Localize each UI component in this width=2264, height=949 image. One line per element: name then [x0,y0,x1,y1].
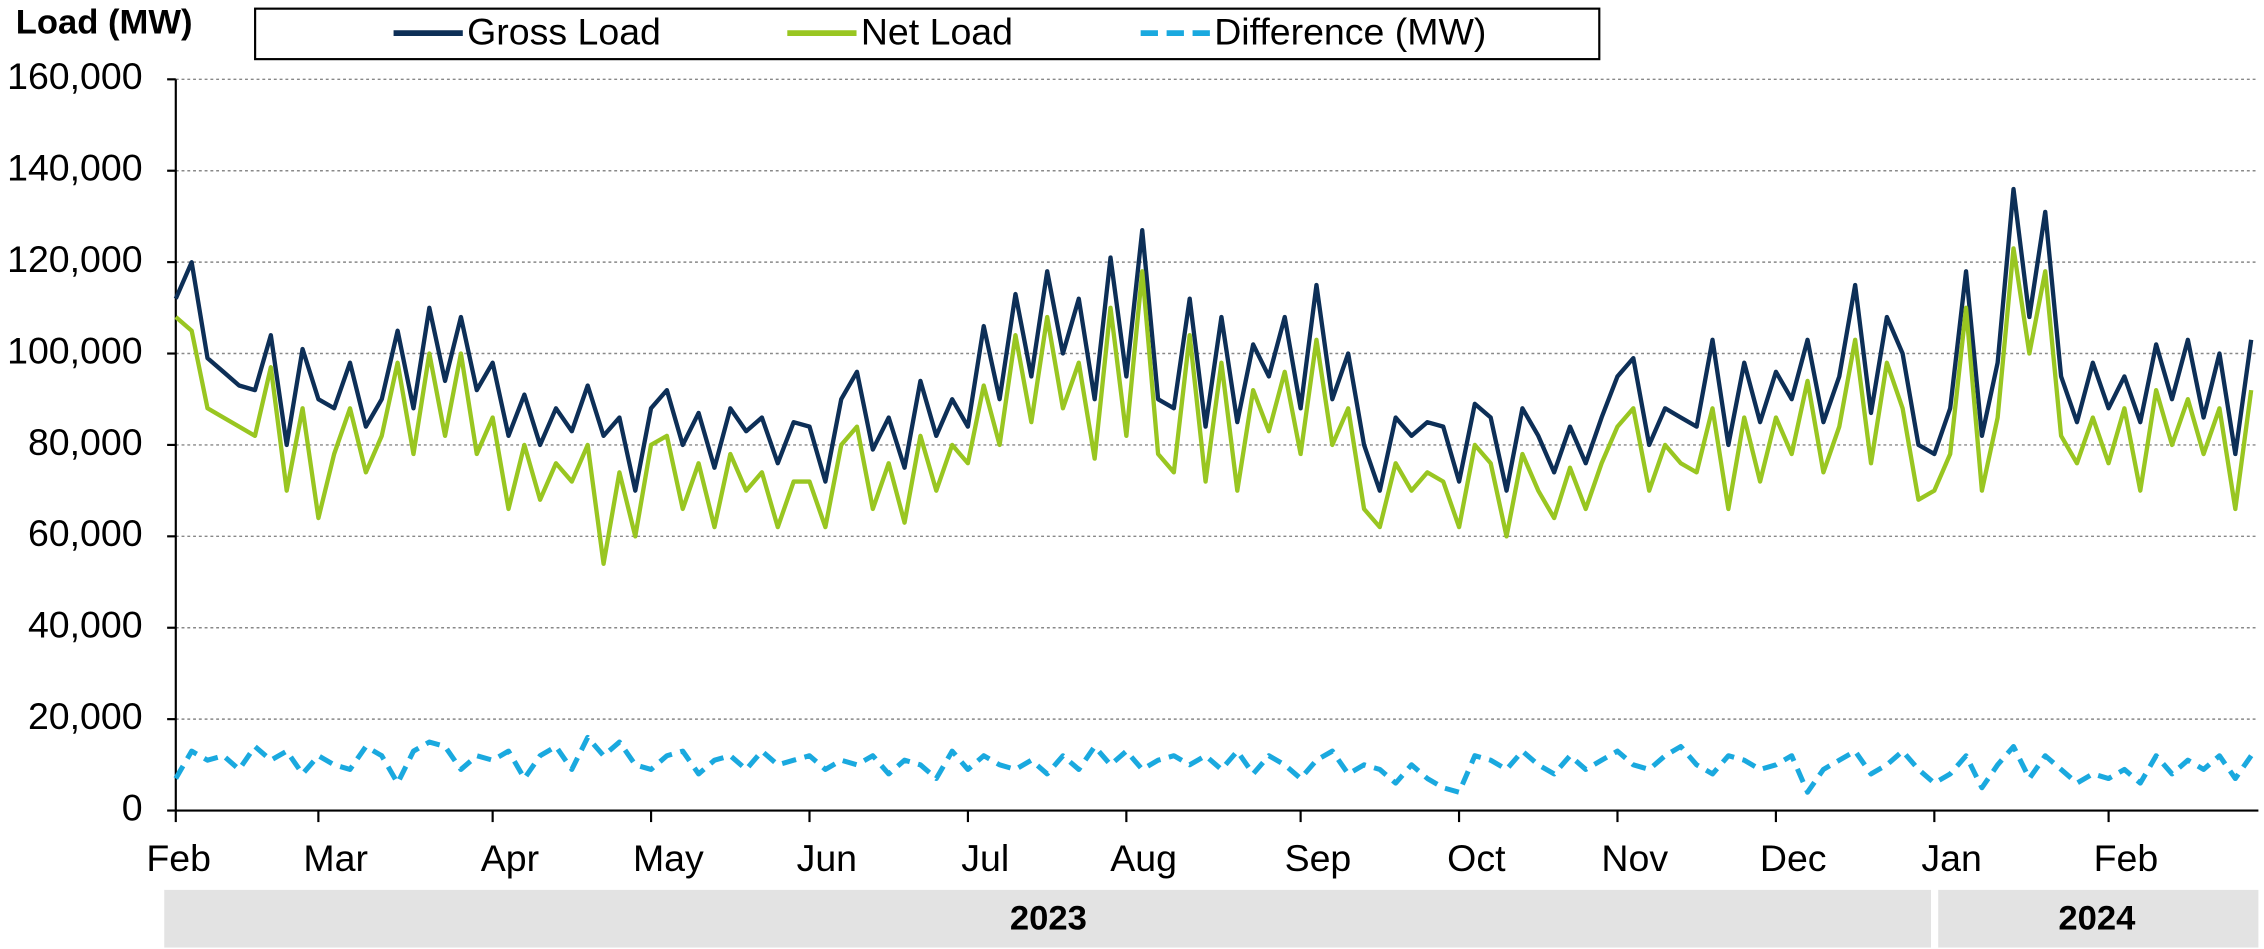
x-tick-label: May [633,837,704,879]
year-label: 2023 [1010,899,1087,937]
series-line [173,734,2254,795]
legend-label: Gross Load [467,11,661,53]
legend-box [254,7,1601,61]
year-label: 2024 [2058,899,2136,937]
y-axis-title: Load (MW) [16,4,193,42]
year-band [164,889,1932,948]
x-tick-label: Feb [146,837,211,879]
y-tick-label: 20,000 [28,695,143,737]
series-line [173,186,2254,493]
x-tick-label: Jul [961,837,1009,879]
y-tick-label: 0 [122,786,143,828]
y-tick-label: 100,000 [7,329,142,371]
legend-label: Net Load [861,11,1013,53]
x-tick-label: Mar [303,837,368,879]
x-tick-label: Nov [1601,837,1668,879]
y-tick-label: 40,000 [28,604,143,646]
x-tick-label: Apr [481,837,539,879]
y-tick-label: 140,000 [7,147,142,189]
x-tick-label: Oct [1447,837,1506,879]
legend-label: Difference (MW) [1214,11,1486,53]
y-tick-label: 80,000 [28,421,143,463]
x-tick-label: Dec [1760,837,1827,879]
y-tick-label: 60,000 [28,512,143,554]
y-tick-label: 160,000 [7,55,142,97]
year-band [1938,889,2259,948]
x-tick-label: Jun [797,837,857,879]
x-tick-label: Jan [1921,837,1981,879]
x-tick-label: Sep [1285,837,1352,879]
series-line [174,246,2254,566]
y-tick-label: 120,000 [7,238,142,280]
x-tick-label: Feb [2094,837,2159,879]
x-tick-label: Aug [1110,837,1177,879]
